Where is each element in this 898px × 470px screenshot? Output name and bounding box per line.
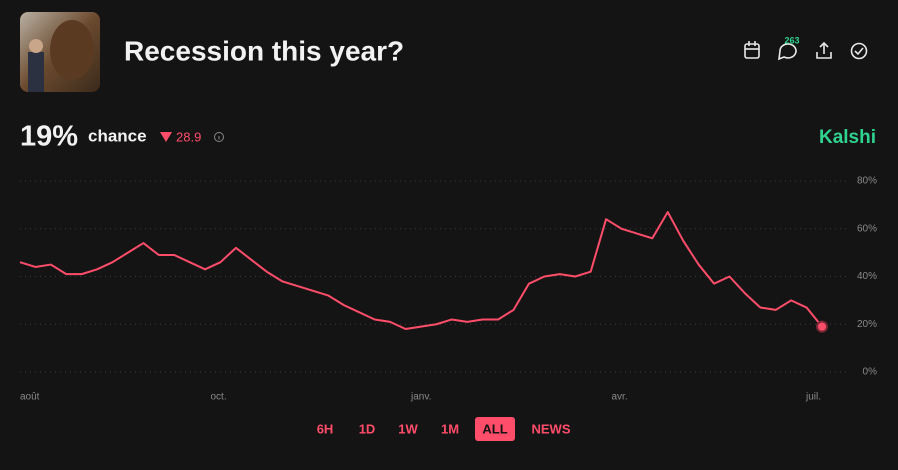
range-button[interactable]: 1W — [398, 421, 418, 436]
comment-count: 263 — [784, 35, 799, 45]
change-value: 28.9 — [176, 129, 201, 144]
y-tick-label: 40% — [857, 271, 877, 282]
title: Recession this year? — [124, 35, 404, 66]
x-tick-label: juil. — [805, 392, 821, 403]
source: Kalshi — [819, 127, 876, 148]
range-button-bg[interactable] — [475, 417, 515, 441]
change-down-icon — [160, 132, 172, 142]
chance-label: chance — [88, 126, 147, 145]
comments-icon[interactable] — [778, 43, 797, 61]
range-button[interactable]: NEWS — [532, 421, 571, 436]
share-icon[interactable] — [816, 41, 832, 59]
range-button[interactable]: 1M — [441, 421, 459, 436]
chart: 0% 20% 40% 60% 80% août oct. janv. avr. juil. — [19, 176, 878, 403]
current-point — [816, 320, 828, 333]
range-button[interactable]: 6H — [317, 421, 334, 436]
toolbar — [744, 41, 868, 61]
price-line — [19, 211, 823, 331]
range-button[interactable]: ALL — [482, 421, 507, 436]
person-head — [29, 39, 43, 53]
calendar-icon[interactable] — [744, 41, 760, 59]
x-tick-label: oct. — [211, 392, 227, 403]
range-buttons: 6H 1D 1W 1M ALL NEWS — [317, 417, 571, 441]
bear-shape — [50, 20, 94, 80]
x-tick-label: août — [20, 392, 40, 403]
range-button[interactable]: 1D — [359, 421, 376, 436]
y-tick-label: 20% — [857, 319, 877, 330]
info-icon[interactable] — [214, 132, 224, 142]
y-tick-label: 0% — [863, 367, 878, 378]
y-tick-label: 80% — [857, 176, 877, 187]
probability: 19% — [20, 121, 78, 153]
x-tick-label: avr. — [612, 392, 628, 403]
person-shape — [28, 52, 44, 92]
y-tick-label: 60% — [857, 223, 877, 234]
x-tick-label: janv. — [410, 392, 431, 403]
follow-icon[interactable] — [850, 42, 868, 60]
